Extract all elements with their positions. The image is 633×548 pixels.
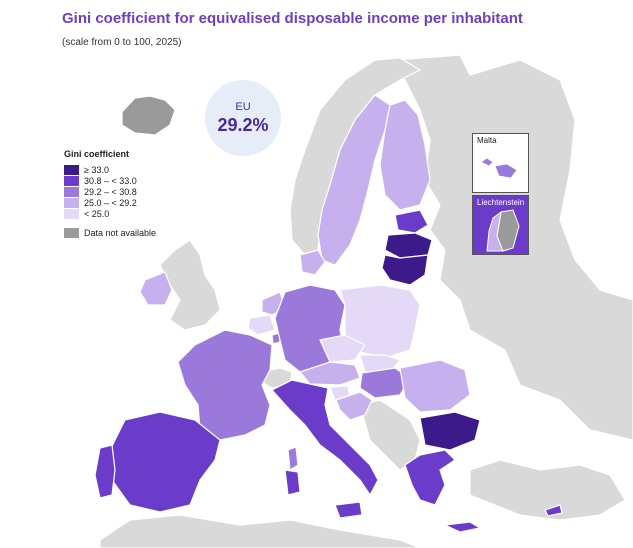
legend-item: 30.8 – < 33.0	[64, 175, 156, 186]
legend-item: < 25.0	[64, 208, 156, 219]
land-north-africa	[99, 514, 421, 548]
country-sardinia	[284, 469, 301, 496]
country-czechia	[319, 334, 366, 363]
country-belgium	[247, 314, 276, 336]
legend-swatch	[64, 164, 79, 175]
land-turkey	[469, 459, 626, 521]
country-latvia	[384, 232, 433, 259]
liechtenstein-shape	[486, 209, 520, 252]
country-portugal	[94, 444, 116, 499]
legend-item: 29.2 – < 30.8	[64, 186, 156, 197]
legend-label: 25.0 – < 29.2	[84, 197, 137, 208]
legend-title: Gini coefficient	[64, 149, 130, 159]
legend-label: 29.2 – < 30.8	[84, 186, 137, 197]
country-corsica	[287, 446, 299, 471]
inset-label-malta: Malta	[477, 136, 497, 145]
map-title: Gini coefficient for equivalised disposa…	[62, 10, 523, 27]
malta-shape	[480, 157, 518, 179]
eu-value: 29.2%	[217, 114, 269, 135]
country-italy	[271, 379, 379, 496]
land-uk	[159, 239, 221, 331]
eu-label: EU	[235, 100, 251, 113]
country-hungary	[359, 367, 411, 399]
country-ireland	[139, 271, 173, 306]
legend-swatch	[64, 197, 79, 208]
legend-swatch	[64, 175, 79, 186]
country-spain	[109, 411, 221, 513]
land-iceland	[121, 95, 176, 136]
legend-label: < 25.0	[84, 208, 110, 219]
legend-item-na: Data not available	[64, 227, 156, 238]
country-estonia	[394, 209, 429, 234]
legend-item: 25.0 – < 29.2	[64, 197, 156, 208]
legend-label: 30.8 – < 33.0	[84, 175, 137, 186]
inset-label-liechtenstein: Liechtenstein	[477, 198, 525, 207]
legend-label: ≥ 33.0	[84, 164, 109, 175]
country-poland	[339, 284, 421, 359]
country-france	[177, 329, 273, 441]
inset-malta: Malta	[472, 133, 529, 193]
country-finland	[379, 99, 431, 211]
country-romania	[399, 359, 471, 413]
legend-swatch	[64, 227, 79, 238]
country-greece	[404, 449, 456, 506]
eu-average-badge: EU 29.2%	[205, 80, 281, 156]
legend-swatch	[64, 208, 79, 219]
country-bulgaria	[419, 411, 481, 451]
country-lithuania	[381, 254, 429, 286]
legend-item: ≥ 33.0	[64, 164, 156, 175]
country-croatia	[335, 391, 373, 421]
inset-liechtenstein: Liechtenstein	[472, 195, 529, 255]
legend-swatch	[64, 186, 79, 197]
legend-label: Data not available	[84, 227, 157, 238]
country-slovakia	[359, 354, 401, 373]
legend: Gini coefficient ≥ 33.0 30.8 – < 33.0 29…	[64, 149, 156, 238]
country-sweden	[317, 94, 391, 266]
land-balkans	[359, 399, 421, 471]
country-cyprus	[544, 504, 563, 517]
map-subtitle: (scale from 0 to 100, 2025)	[62, 37, 182, 48]
country-sicily	[334, 501, 363, 519]
country-crete	[444, 521, 481, 533]
country-denmark	[299, 249, 326, 276]
